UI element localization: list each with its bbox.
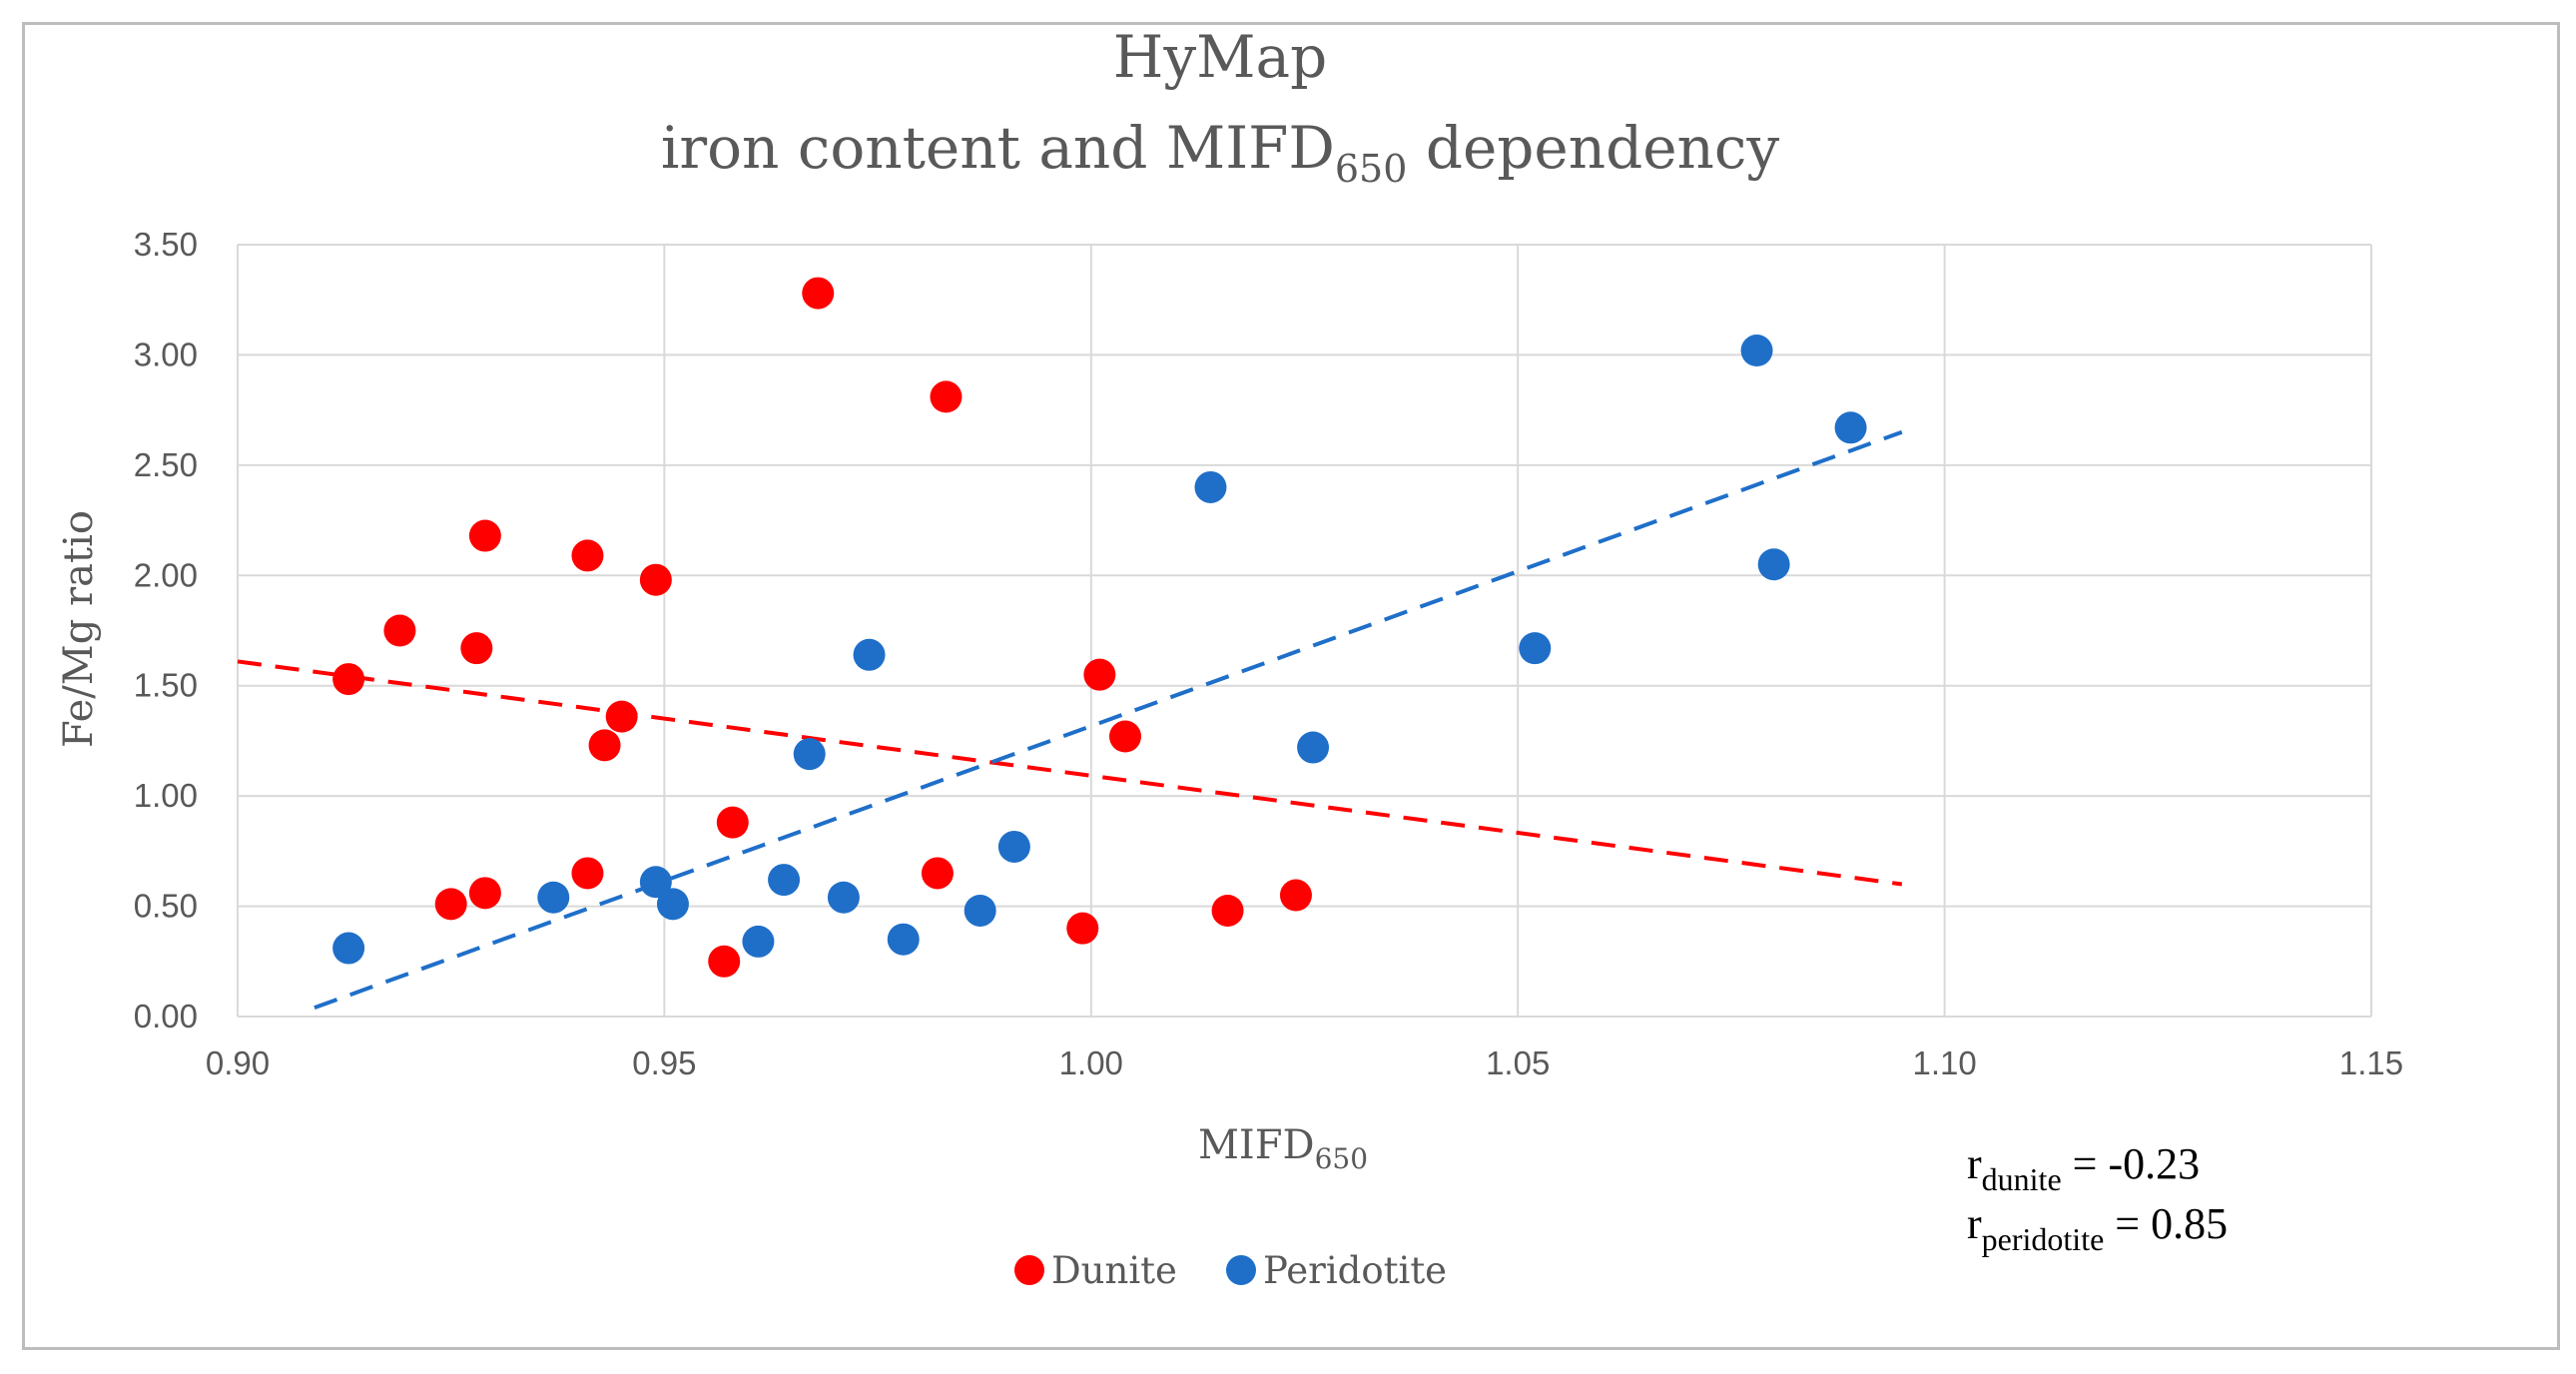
point-dunite[interactable] <box>1108 720 1141 753</box>
x-tick-label: 0.95 <box>632 1044 696 1081</box>
point-peridotite[interactable] <box>1194 470 1227 503</box>
point-peridotite[interactable] <box>1519 632 1552 665</box>
chart-subtitle: iron content and MIFD650 dependency <box>661 114 1780 191</box>
point-peridotite[interactable] <box>1297 731 1330 764</box>
point-peridotite[interactable] <box>997 830 1030 863</box>
y-tick-label: 2.00 <box>134 556 198 593</box>
point-dunite[interactable] <box>639 563 672 596</box>
x-axis-label-sub: 650 <box>1315 1142 1368 1175</box>
y-tick-label: 3.50 <box>134 226 198 263</box>
x-axis-label-main: MIFD <box>1198 1122 1315 1168</box>
x-axis-label: MIFD650 <box>1198 1122 1368 1175</box>
legend-item-dunite[interactable]: Dunite <box>1014 1249 1177 1292</box>
point-dunite[interactable] <box>332 663 365 696</box>
subtitle-main: iron content and MIFD <box>661 114 1335 182</box>
gridlines <box>237 244 2372 1018</box>
point-dunite[interactable] <box>1083 658 1116 691</box>
point-peridotite[interactable] <box>1757 548 1790 581</box>
x-tick-label: 1.00 <box>1059 1044 1123 1081</box>
point-dunite[interactable] <box>571 857 604 890</box>
trendline-dunite <box>237 659 1903 887</box>
point-peridotite[interactable] <box>1834 411 1867 444</box>
x-tick-labels: 0.90 0.95 1.00 1.05 1.10 1.15 <box>206 1044 2403 1081</box>
legend: Dunite Peridotite <box>1014 1249 1447 1292</box>
point-dunite[interactable] <box>1279 879 1312 912</box>
point-dunite[interactable] <box>921 857 954 890</box>
y-tick-labels: 0.00 0.50 1.00 1.50 2.00 2.50 3.00 3.50 <box>134 226 198 1034</box>
y-tick-label: 0.00 <box>134 998 198 1034</box>
point-dunite[interactable] <box>716 806 749 839</box>
point-dunite[interactable] <box>468 877 501 910</box>
point-dunite[interactable] <box>605 700 638 733</box>
r-peridotite-annotation: rperidotite = 0.85 <box>1967 1199 2228 1257</box>
point-dunite[interactable] <box>460 632 493 665</box>
y-tick-label: 1.50 <box>134 667 198 704</box>
point-peridotite[interactable] <box>853 638 886 671</box>
subtitle-sub: 650 <box>1335 147 1408 191</box>
y-tick-label: 3.00 <box>134 336 198 372</box>
point-dunite[interactable] <box>571 539 604 572</box>
point-dunite[interactable] <box>588 729 621 762</box>
point-peridotite[interactable] <box>827 881 860 914</box>
point-peridotite[interactable] <box>742 925 775 958</box>
legend-item-peridotite[interactable]: Peridotite <box>1226 1249 1447 1292</box>
point-dunite[interactable] <box>1066 912 1099 945</box>
y-tick-label: 2.50 <box>134 446 198 483</box>
y-axis-label: Fe/Mg ratio <box>56 510 102 748</box>
point-peridotite[interactable] <box>656 888 689 921</box>
point-peridotite[interactable] <box>964 894 996 927</box>
legend-marker-peridotite <box>1226 1255 1256 1285</box>
point-dunite[interactable] <box>930 380 963 413</box>
point-peridotite[interactable] <box>332 932 365 965</box>
data-points <box>332 277 1867 978</box>
point-dunite[interactable] <box>802 277 835 310</box>
trendlines <box>237 429 1903 1011</box>
point-dunite[interactable] <box>383 614 416 647</box>
subtitle-tail: dependency <box>1407 114 1779 182</box>
point-dunite[interactable] <box>468 519 501 552</box>
x-tick-label: 1.05 <box>1486 1044 1550 1081</box>
r-dunite-annotation: rdunite = -0.23 <box>1967 1139 2200 1197</box>
x-tick-label: 0.90 <box>206 1044 270 1081</box>
point-dunite[interactable] <box>434 888 467 921</box>
point-peridotite[interactable] <box>793 738 826 771</box>
point-dunite[interactable] <box>708 945 741 978</box>
point-peridotite[interactable] <box>639 866 672 899</box>
legend-label-dunite: Dunite <box>1051 1249 1177 1292</box>
x-tick-label: 1.15 <box>2339 1044 2403 1081</box>
point-peridotite[interactable] <box>887 923 920 956</box>
point-dunite[interactable] <box>1211 894 1244 927</box>
trendline-peridotite <box>314 429 1903 1011</box>
legend-marker-dunite <box>1014 1255 1044 1285</box>
point-peridotite[interactable] <box>1740 335 1773 367</box>
y-tick-label: 0.50 <box>134 888 198 925</box>
point-peridotite[interactable] <box>768 864 801 897</box>
point-peridotite[interactable] <box>537 881 570 914</box>
y-tick-label: 1.00 <box>134 777 198 814</box>
legend-label-peridotite: Peridotite <box>1263 1249 1447 1292</box>
x-tick-label: 1.10 <box>1912 1044 1976 1081</box>
chart-title: HyMap <box>1113 23 1327 91</box>
